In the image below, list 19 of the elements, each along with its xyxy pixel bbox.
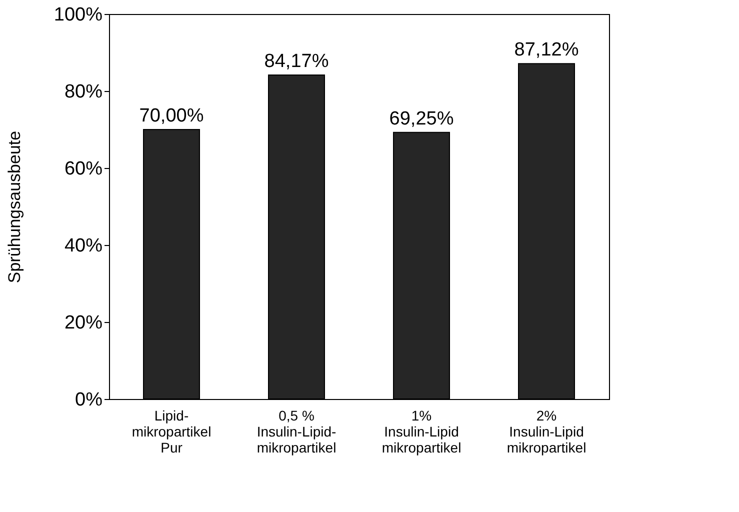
data-label: 70,00% (139, 106, 204, 126)
bar (393, 132, 450, 400)
x-tick-label: 1% Insulin-Lipid mikropartikel (382, 408, 462, 456)
data-label: 87,12% (514, 40, 579, 61)
y-tick-label: 0% (75, 390, 103, 410)
bar (518, 63, 575, 400)
data-label: 69,25% (389, 108, 454, 130)
x-tick-label: 0,5 % Insulin-Lipid- mikropartikel (256, 408, 337, 456)
data-label: 84,17% (264, 50, 329, 72)
y-tick-label: 80% (64, 82, 103, 102)
bar (143, 129, 200, 400)
y-tick-label: 100% (54, 4, 103, 26)
y-tick-label: 40% (64, 236, 103, 256)
bar (268, 74, 325, 400)
x-tick-label: Lipid- mikropartikel Pur (132, 408, 212, 456)
y-tick-label: 60% (64, 158, 103, 180)
x-tick-label: 2% Insulin-Lipid mikropartikel (506, 408, 586, 456)
y-axis-title: Sprühungsausbeute (4, 130, 24, 284)
y-tick-label: 20% (64, 312, 103, 334)
